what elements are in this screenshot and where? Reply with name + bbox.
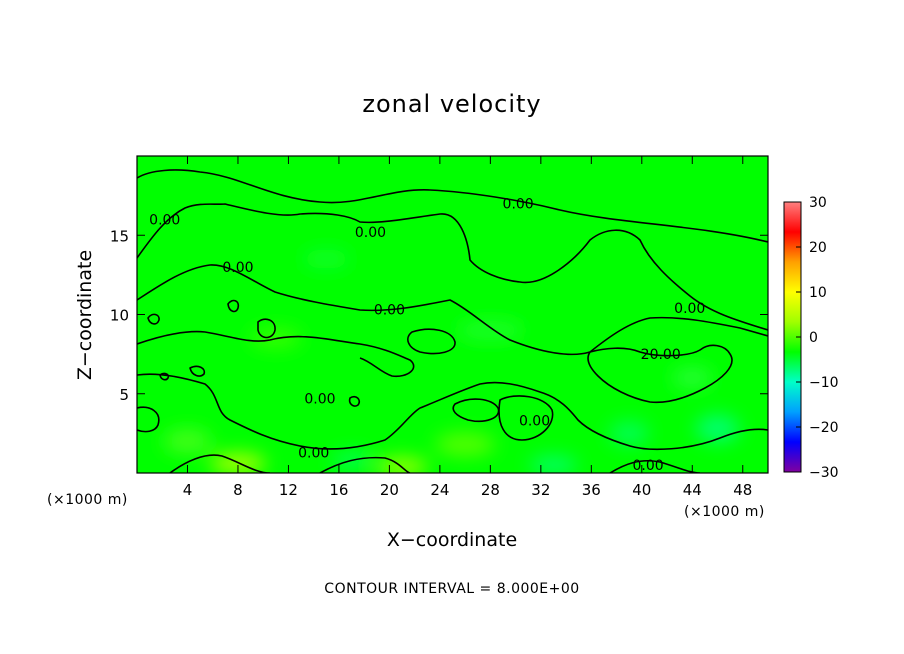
field-shade-patch [302,249,351,270]
contour-line-middle [137,264,768,356]
field-shade-patch [529,456,578,473]
x-tick-label: 12 [279,481,298,499]
colorbar: 30 20 10 0 −10 −20 −30 [783,195,839,481]
contour-cell-c [257,318,276,339]
contour-cell-g [452,398,500,423]
y-tick-label: 5 [119,386,129,404]
plot-area: 0.00 0.00 0.00 0.00 0.00 0.00 20.00 0.00 0.00 0.0… [136,155,769,475]
y-tick-label: 10 [110,307,129,325]
field-shade-patch [163,429,212,454]
x-tick-label: 48 [733,481,752,499]
contour-line-upper [137,169,768,243]
contour-cell-b [227,299,240,313]
contour-line-lower [137,373,768,451]
contour-label: 20.00 [641,347,681,363]
contour-label: 0.00 [304,392,335,408]
x-tick-label: 4 [183,481,193,499]
chart-title: zonal velocity [362,90,541,118]
colorbar-tick-label: 0 [809,330,818,346]
contour-line-left-upper [137,203,768,331]
x-axis-ticks: 4 8 12 16 20 24 28 32 36 40 44 48 [183,156,752,499]
contour-line-right-cell [587,344,733,404]
x-tick-label: 36 [582,481,601,499]
contour-label: 0.00 [633,458,664,474]
contour-labels: 0.00 0.00 0.00 0.00 0.00 0.00 20.00 0.00 0.00 0.0… [149,197,705,475]
contour-label: 0.00 [222,260,253,276]
contour-label: 0.00 [374,303,405,319]
contour-label: 0.00 [519,414,550,430]
x-tick-label: 32 [531,481,550,499]
x-axis-unit-label: (×1000 m) [684,504,765,520]
contour-label: 0.00 [503,197,534,213]
contour-cell-i [137,406,160,433]
colorbar-tick-label: 20 [809,240,827,256]
field-shade-patch [609,421,650,446]
x-origin-unit-label: (×1000 m) [47,492,128,508]
contour-label: 0.00 [355,225,386,241]
y-axis-label: Z−coordinate [74,250,96,380]
contour-line-lower-left [137,330,415,378]
contour-lines [137,169,768,473]
colorbar-tick-label: −20 [809,420,839,436]
x-tick-label: 44 [683,481,702,499]
colorbar-tick-label: −30 [809,465,839,481]
x-axis-label: X−coordinate [387,529,517,551]
x-tick-label: 40 [632,481,651,499]
y-axis-ticks: 5 10 15 [110,227,768,404]
contour-label: 0.00 [149,212,180,228]
colorbar-ticks: 30 20 10 0 −10 −20 −30 [796,195,839,481]
colorbar-tick-label: 10 [809,285,827,301]
contour-cell-j [159,372,170,381]
contour-cell-d [407,328,456,355]
colorbar-tick-label: 30 [809,195,827,211]
contour-label: 0.00 [674,301,705,317]
field-shade-patch [672,367,713,388]
field-shade-patch [435,432,496,457]
contour-line-bottom [169,454,701,473]
contour-label: 0.00 [298,445,329,461]
x-tick-label: 8 [233,481,243,499]
x-tick-label: 28 [481,481,500,499]
x-tick-label: 24 [430,481,449,499]
x-tick-label: 20 [380,481,399,499]
contour-interval-note: CONTOUR INTERVAL = 8.000E+00 [324,581,579,597]
y-tick-label: 15 [110,227,129,245]
contour-cell-f [348,395,361,407]
x-tick-label: 16 [329,481,348,499]
contour-cell-a [147,313,160,325]
field-shade-patch [456,320,525,341]
colorbar-tick-label: −10 [809,375,839,391]
contour-cell-e [189,365,206,377]
contour-cell-h [498,395,554,441]
